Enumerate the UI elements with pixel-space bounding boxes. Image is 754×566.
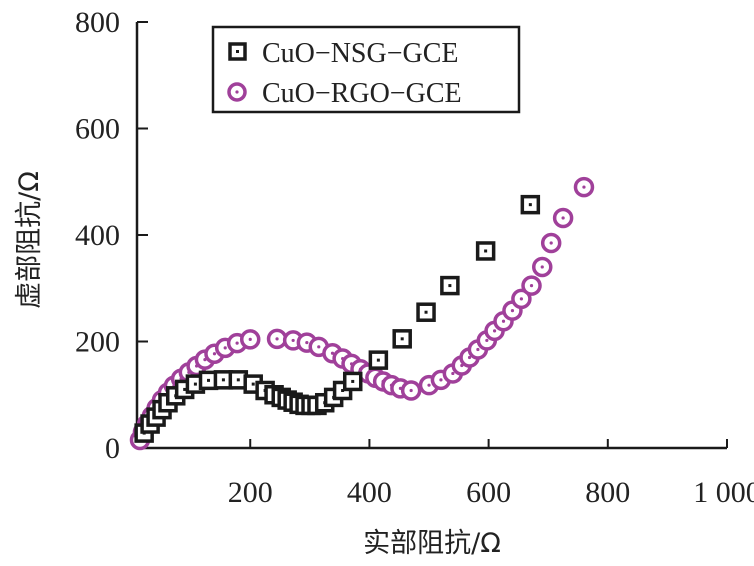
data-point-square xyxy=(475,241,496,261)
x-tick-label: 600 xyxy=(466,476,511,509)
legend-marker-circle xyxy=(227,82,247,102)
x-tick-label: 1 000 xyxy=(693,476,754,509)
legend-label-cuo-rgo-gce: CuO−RGO−GCE xyxy=(262,78,462,109)
legend: CuO−NSG−GCE CuO−RGO−GCE xyxy=(211,25,521,114)
y-tick-label: 0 xyxy=(105,432,120,465)
y-tick-label: 600 xyxy=(75,113,120,146)
data-point-circle xyxy=(239,329,261,350)
y-tick-label: 400 xyxy=(75,219,120,252)
data-point-square xyxy=(392,329,412,349)
data-marks xyxy=(129,176,595,451)
legend-label-cuo-nsg-gce: CuO−NSG−GCE xyxy=(262,38,459,69)
data-point-circle xyxy=(532,256,553,278)
data-point-circle xyxy=(266,328,288,350)
y-tick-label: 800 xyxy=(75,6,120,39)
x-tick-label: 400 xyxy=(347,476,392,509)
data-point-circle xyxy=(400,380,422,401)
series-cuo-rgo-gce xyxy=(129,176,595,451)
legend-box xyxy=(211,25,521,114)
data-point-circle xyxy=(511,288,532,310)
y-tick-label: 200 xyxy=(75,326,120,359)
data-point-circle xyxy=(552,207,574,229)
y-axis-title: 虚部阻抗/Ω xyxy=(14,171,45,309)
data-point-square xyxy=(368,350,389,370)
x-tick-label: 200 xyxy=(228,476,273,509)
data-point-circle xyxy=(540,232,562,254)
legend-marker-square xyxy=(228,42,247,61)
data-point-square xyxy=(342,371,363,392)
series-cuo-nsg-gce xyxy=(134,194,541,443)
data-point-square xyxy=(520,194,541,215)
data-point-circle xyxy=(521,275,542,296)
x-axis-title: 实部阻抗/Ω xyxy=(363,528,501,559)
data-point-square xyxy=(440,275,460,296)
data-point-square xyxy=(416,302,436,322)
x-tick-label: 800 xyxy=(585,476,630,509)
data-point-circle xyxy=(573,176,595,198)
